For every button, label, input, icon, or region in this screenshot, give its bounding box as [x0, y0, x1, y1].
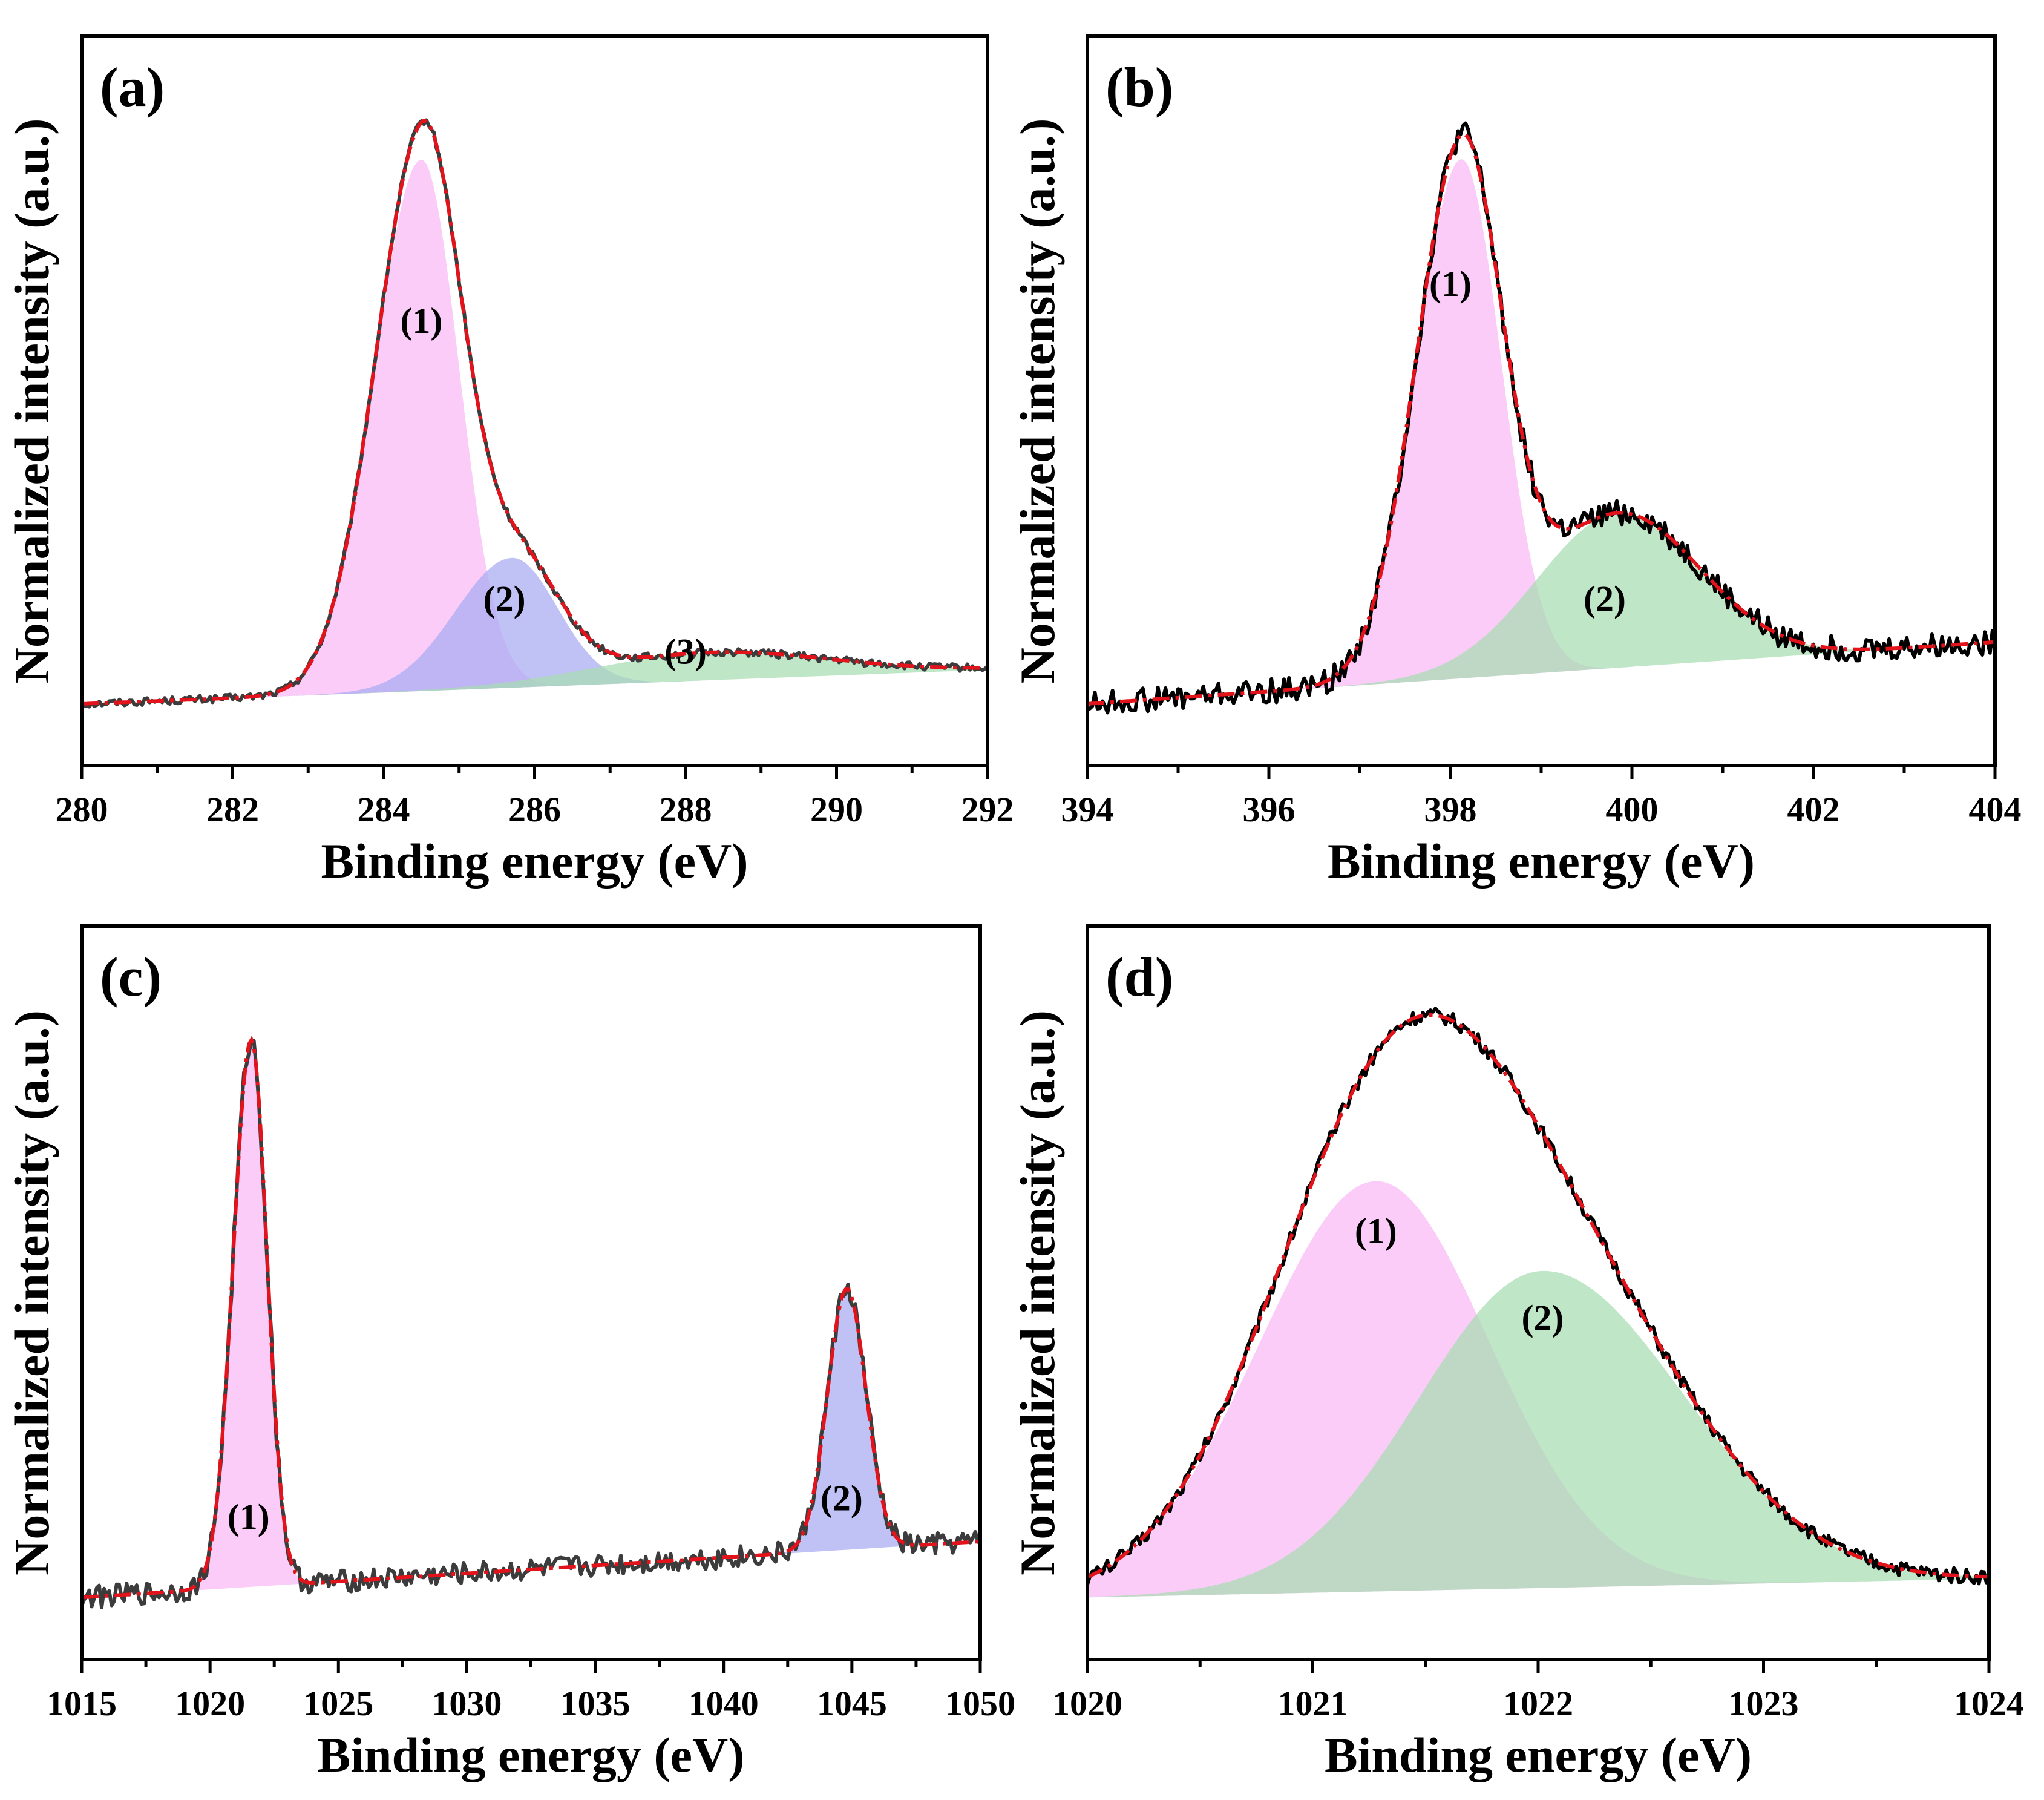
panel-letter: (b) — [1106, 56, 1173, 118]
x-tick-label: 1050 — [945, 1684, 1015, 1723]
component-2-area — [82, 557, 988, 704]
x-tick-label: 398 — [1424, 790, 1477, 829]
x-tick-label: 1020 — [175, 1684, 245, 1723]
x-tick-label: 400 — [1606, 790, 1659, 829]
x-tick-label: 1020 — [1052, 1684, 1122, 1723]
x-tick-label: 1015 — [47, 1684, 117, 1723]
fit-envelope-line — [81, 119, 988, 706]
x-axis-title: Binding energy (eV) — [1328, 833, 1755, 889]
x-axis-title: Binding energy (eV) — [317, 1727, 744, 1782]
peak-label-2: (2) — [821, 1478, 863, 1518]
peak-label-2: (2) — [1521, 1298, 1564, 1338]
x-tick-label: 402 — [1787, 790, 1840, 829]
x-tick-label: 282 — [206, 790, 259, 829]
peak-label-1: (1) — [1429, 264, 1472, 304]
x-tick-label: 1024 — [1954, 1684, 2024, 1723]
panel-letter: (a) — [100, 56, 165, 118]
panel-letter: (c) — [100, 946, 162, 1008]
x-tick-label: 394 — [1061, 790, 1114, 829]
component-3-area — [82, 652, 988, 704]
fit-envelope-line — [1086, 1013, 1990, 1579]
y-axis-title: Normalized intensity (a.u.) — [1010, 119, 1065, 684]
x-tick-label: 1021 — [1278, 1684, 1348, 1723]
peak-label-2: (2) — [483, 579, 526, 619]
chart-panel-2: 394 396 398 400 402 404 Binding energy (eV) Nor… — [1010, 34, 2022, 889]
measured-spectrum-line — [1086, 1007, 1991, 1586]
component-1-area — [82, 1040, 980, 1598]
y-axis-title: Normalized intensity (a.u.) — [4, 119, 59, 684]
y-axis-title: Normalized intensity (a.u.) — [1010, 1010, 1065, 1575]
peak-label-1: (1) — [228, 1497, 270, 1537]
peak-label-3: (3) — [664, 632, 707, 672]
chart-panel-1: 280 282 284 286 288 290 292 Binding energy (eV)… — [4, 34, 1014, 889]
y-axis-title: Normalized intensity (a.u.) — [4, 1010, 59, 1575]
x-axis-title: Binding energy (eV) — [321, 833, 748, 889]
fit-envelope-line — [1087, 132, 1996, 706]
x-tick-label: 280 — [56, 790, 108, 829]
component-2-area — [1087, 513, 1995, 704]
x-tick-label: 290 — [810, 790, 863, 829]
chart-panel-4: 1020 1021 1022 1023 1024 Binding energy (eV) N… — [1010, 924, 2024, 1782]
peak-label-2: (2) — [1584, 579, 1626, 619]
x-tick-label: 284 — [358, 790, 410, 829]
x-tick-label: 1023 — [1729, 1684, 1799, 1723]
x-tick-label: 1030 — [431, 1684, 502, 1723]
x-axis-title: Binding energy (eV) — [1325, 1727, 1752, 1782]
x-tick-label: 1045 — [817, 1684, 887, 1723]
component-1-area — [1087, 1181, 1989, 1598]
measured-spectrum-line — [1087, 121, 1997, 715]
x-tick-label: 1035 — [560, 1684, 631, 1723]
x-tick-label: 292 — [961, 790, 1014, 829]
chart-panel-3: 1015 1020 1025 1030 1035 1040 1045 1050 Binding … — [4, 924, 1015, 1782]
x-tick-label: 1025 — [303, 1684, 373, 1723]
peak-label-1: (1) — [1355, 1211, 1397, 1251]
x-tick-label: 286 — [508, 790, 561, 829]
x-tick-label: 404 — [1969, 790, 2022, 829]
x-tick-label: 396 — [1243, 790, 1296, 829]
fit-envelope-line — [81, 1035, 981, 1600]
peak-label-1: (1) — [400, 301, 442, 341]
component-2-area — [1087, 1270, 1989, 1598]
x-tick-label: 1022 — [1503, 1684, 1573, 1723]
x-tick-label: 288 — [660, 790, 712, 829]
x-tick-label: 1040 — [689, 1684, 759, 1723]
panel-letter: (d) — [1106, 946, 1173, 1008]
